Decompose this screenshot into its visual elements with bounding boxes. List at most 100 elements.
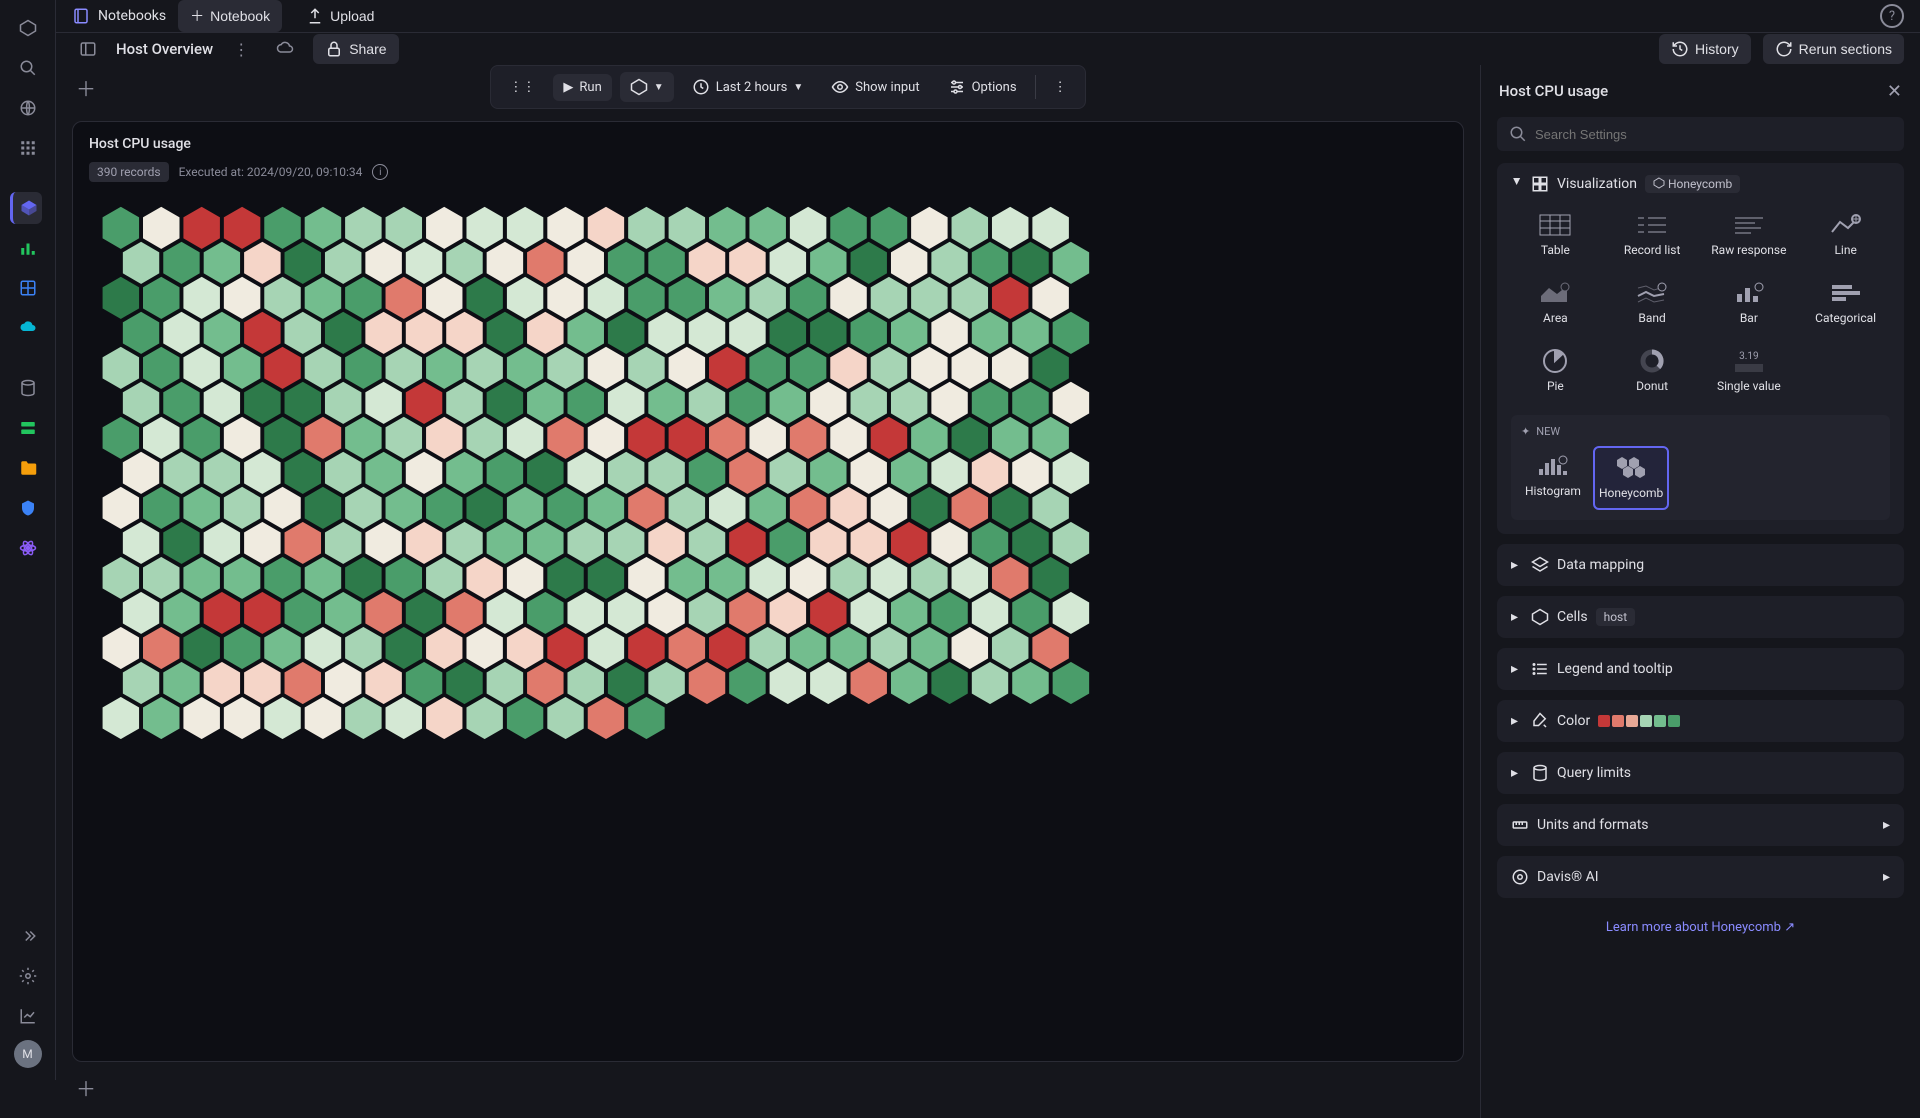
paint-icon [1531,712,1549,730]
sidebar-item-db[interactable] [12,372,44,404]
refresh-icon [1775,40,1793,58]
hex-icon [1531,608,1549,626]
gear-icon[interactable] [12,960,44,992]
info-icon[interactable]: i [372,164,388,180]
share-button[interactable]: Share [313,34,398,64]
drag-handle-icon[interactable]: ⋮⋮ [499,74,545,101]
apps-icon[interactable] [12,132,44,164]
notebook-column: ＋ ⋮⋮ ▶ Run ▼ Last [56,65,1480,1118]
viz-histogram[interactable]: Histogram [1521,446,1585,510]
sidebar-item-cube[interactable] [10,192,42,224]
close-icon[interactable]: ✕ [1887,81,1902,102]
chevron-right-icon: ▸ [1511,557,1523,573]
sidebar-item-folder[interactable] [12,452,44,484]
panel-header: Host CPU usage ✕ [1481,65,1920,117]
section-cells: ▸ Cells host [1497,596,1904,638]
section-header-query-limits[interactable]: ▸ Query limits [1497,752,1904,794]
rerun-button[interactable]: Rerun sections [1763,34,1904,64]
chevron-right-icon: ▸ [1511,765,1523,781]
viz-grid: Table Record list Raw response Line Area… [1497,205,1904,415]
viz-band[interactable]: Band [1608,273,1697,333]
globe-icon[interactable] [12,92,44,124]
cells-tag: host [1596,608,1636,626]
plus-icon: ＋ [190,6,204,26]
sliders-icon [948,78,966,96]
add-cell-bottom-button[interactable]: ＋ [72,1074,100,1102]
chevron-down-icon: ▼ [793,82,803,93]
top-bar: Notebooks ＋ Notebook Upload ? [56,0,1920,33]
panel-left-icon[interactable] [72,33,104,65]
viz-honeycomb[interactable]: Honeycomb [1593,446,1669,510]
lock-icon [325,40,343,58]
viz-bar[interactable]: Bar [1705,273,1794,333]
dashboard-icon [1531,175,1549,193]
viz-donut[interactable]: Donut [1608,341,1697,401]
history-icon [1671,40,1689,58]
help-icon[interactable]: ? [1880,4,1904,28]
search-input[interactable] [1535,127,1892,142]
section-header-color[interactable]: ▸ Color [1497,700,1904,742]
logo-icon[interactable] [12,12,44,44]
viz-raw-response[interactable]: Raw response [1705,205,1794,265]
sidebar-item-server[interactable] [12,412,44,444]
notebooks-link[interactable]: Notebooks [72,7,166,25]
list-icon [1531,660,1549,678]
viz-tag: Honeycomb [1645,175,1740,193]
show-input-button[interactable]: Show input [821,72,929,102]
history-button[interactable]: History [1659,34,1751,64]
section-header-davis[interactable]: Davis® AI ▸ [1497,856,1904,898]
section-header-units[interactable]: Units and formats ▸ [1497,804,1904,846]
section-header-visualization[interactable]: ▸ Visualization Honeycomb [1497,163,1904,205]
ruler-icon [1511,816,1529,834]
sidebar-item-shield[interactable] [12,492,44,524]
chevron-right-icon: ▸ [1883,817,1890,833]
viz-record-list[interactable]: Record list [1608,205,1697,265]
section-legend: ▸ Legend and tooltip [1497,648,1904,690]
timerange-button[interactable]: Last 2 hours ▼ [682,72,814,102]
chevron-right-icon: ▸ [1883,869,1890,885]
sidebar-item-grid[interactable] [12,272,44,304]
section-header-legend[interactable]: ▸ Legend and tooltip [1497,648,1904,690]
cell-title: Host CPU usage [89,136,191,152]
add-cell-top-button[interactable]: ＋ [72,73,100,101]
cell-card: Host CPU usage 390 records Executed at: … [72,121,1464,1062]
search-settings[interactable] [1497,117,1904,151]
section-query-limits: ▸ Query limits [1497,752,1904,794]
viz-single-value[interactable]: 3.19Single value [1705,341,1794,401]
upload-button[interactable]: Upload [294,1,386,31]
panel-title: Host CPU usage [1499,82,1608,100]
eye-icon [831,78,849,96]
color-swatches [1598,715,1680,727]
options-button[interactable]: Options [938,72,1027,102]
analytics-icon[interactable] [12,1000,44,1032]
viz-area[interactable]: Area [1511,273,1600,333]
sidebar-item-atom[interactable] [12,532,44,564]
sidebar-item-chart[interactable] [12,232,44,264]
viz-table[interactable]: Table [1511,205,1600,265]
sidebar-item-cloud[interactable] [12,312,44,344]
search-icon[interactable] [12,52,44,84]
viz-type-button[interactable]: ▼ [620,72,674,102]
new-notebook-button[interactable]: ＋ Notebook [178,0,282,32]
new-badge: ✦ NEW [1521,425,1880,438]
cell-header: Host CPU usage [89,136,1447,152]
viz-pie[interactable]: Pie [1511,341,1600,401]
play-icon: ▶ [563,80,573,95]
viz-categorical[interactable]: Categorical [1801,273,1890,333]
expand-icon[interactable] [12,920,44,952]
run-button[interactable]: ▶ Run [553,74,611,101]
cell-more-icon[interactable]: ⋮ [1044,74,1077,101]
chevron-down-icon: ▸ [1509,178,1525,190]
viz-line[interactable]: Line [1801,205,1890,265]
panel-body: ▸ Visualization Honeycomb Table Record l… [1481,163,1920,1118]
more-icon[interactable]: ⋮ [225,33,257,65]
section-header-data-mapping[interactable]: ▸ Data mapping [1497,544,1904,586]
learn-more-link[interactable]: Learn more about Honeycomb ↗ [1497,908,1904,947]
cell-toolbar: ⋮⋮ ▶ Run ▼ Last 2 hours ▼ [490,65,1085,109]
cloud-sync-icon[interactable] [269,33,301,65]
chevron-right-icon: ▸ [1511,713,1523,729]
section-header-cells[interactable]: ▸ Cells host [1497,596,1904,638]
search-icon [1509,125,1527,143]
honeycomb-chart[interactable] [89,194,1447,1047]
user-avatar[interactable]: M [14,1040,42,1068]
